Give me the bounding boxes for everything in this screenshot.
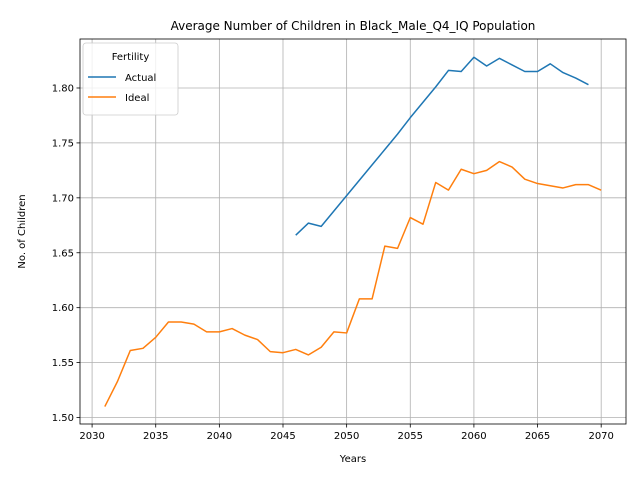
- y-tick-label: 1.70: [52, 193, 74, 204]
- y-axis: 1.50 1.55 1.60 1.65 1.70 1.75 1.80: [52, 83, 80, 424]
- x-axis-label: Years: [339, 454, 366, 465]
- series-layer: [104, 56, 602, 407]
- series-line-ideal: [104, 160, 602, 407]
- y-tick-label: 1.50: [52, 413, 74, 424]
- x-tick-label: 2055: [398, 431, 423, 442]
- x-tick-label: 2035: [143, 431, 168, 442]
- x-tick-label: 2045: [270, 431, 295, 442]
- x-tick-label: 2060: [461, 431, 486, 442]
- x-tick-label: 2070: [588, 431, 613, 442]
- x-tick-label: 2030: [79, 431, 104, 442]
- x-tick-label: 2050: [334, 431, 359, 442]
- y-axis-label: No. of Children: [17, 194, 28, 268]
- y-tick-label: 1.65: [52, 248, 74, 259]
- chart-title: Average Number of Children in Black_Male…: [171, 19, 536, 33]
- x-tick-label: 2065: [525, 431, 550, 442]
- x-tick-label: 2040: [207, 431, 232, 442]
- series-line-actual: [295, 56, 589, 236]
- y-tick-label: 1.75: [52, 138, 74, 149]
- grid: [80, 39, 626, 424]
- x-axis: 2030 2035 2040 2045 2050 2055 2060 2065 2070: [79, 424, 614, 442]
- legend-label-actual: Actual: [125, 73, 156, 84]
- y-tick-label: 1.55: [52, 358, 74, 369]
- y-tick-label: 1.80: [52, 83, 74, 94]
- plot-frame: [79, 38, 627, 425]
- legend-label-ideal: Ideal: [125, 93, 149, 104]
- legend: Fertility Actual Ideal: [82, 42, 179, 116]
- y-tick-label: 1.60: [52, 303, 74, 314]
- legend-title: Fertility: [112, 52, 150, 63]
